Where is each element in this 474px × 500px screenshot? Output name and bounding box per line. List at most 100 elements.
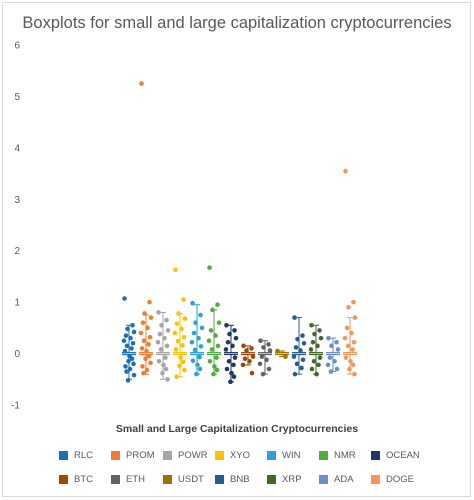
data-point (293, 345, 299, 350)
data-point (182, 316, 188, 321)
data-point (165, 328, 171, 333)
boxplot-win (189, 300, 205, 377)
data-point (130, 340, 136, 346)
chart-frame (2, 2, 471, 497)
data-point (177, 363, 182, 369)
data-point (225, 339, 231, 345)
boxplot-xrp (308, 322, 324, 377)
data-point (198, 312, 203, 318)
data-point (209, 347, 215, 352)
data-point (298, 348, 303, 353)
data-point (146, 353, 152, 359)
data-point (181, 297, 186, 302)
data-point (342, 335, 348, 341)
data-point (212, 364, 217, 369)
data-point (314, 371, 319, 377)
data-point (230, 343, 235, 349)
data-point (311, 358, 317, 364)
data-point (283, 354, 288, 359)
data-point (138, 330, 144, 336)
data-point (192, 347, 198, 353)
data-point (194, 371, 199, 377)
data-point (241, 343, 246, 349)
data-point (223, 347, 229, 352)
data-point (190, 300, 195, 306)
data-point (191, 330, 197, 336)
boxplot-eth (257, 338, 273, 377)
data-point (258, 338, 263, 344)
data-point (144, 367, 150, 373)
data-point (260, 371, 266, 377)
data-point (164, 317, 169, 323)
data-point (163, 366, 169, 372)
data-point (197, 366, 203, 372)
data-point (242, 356, 248, 362)
data-point (292, 315, 297, 320)
data-point (129, 356, 135, 362)
data-point (232, 328, 237, 333)
data-point (275, 348, 280, 354)
data-point (249, 370, 255, 376)
data-point (215, 343, 221, 349)
y-tick-label: 0 (14, 349, 20, 360)
data-point (261, 345, 266, 350)
data-point (215, 302, 220, 308)
y-tick-label: 1 (14, 298, 20, 309)
data-point (348, 358, 353, 364)
y-tick-label: -1 (11, 401, 20, 412)
data-point (350, 347, 355, 352)
data-point (131, 361, 136, 367)
data-point (231, 374, 237, 380)
data-point (345, 343, 351, 349)
data-point (180, 359, 186, 365)
data-point (124, 343, 130, 349)
y-tick-label: 3 (14, 195, 20, 206)
data-point (126, 358, 131, 364)
y-tick-label: 5 (14, 92, 20, 103)
data-point (352, 315, 358, 320)
data-point (327, 355, 333, 360)
data-point (292, 371, 298, 377)
boxplot-xyo (172, 267, 188, 380)
y-tick-label: 6 (14, 41, 20, 52)
data-point (144, 348, 149, 354)
data-point (257, 361, 263, 367)
data-point (139, 81, 144, 86)
chart-title: Boxplots for small and large capitalizat… (22, 14, 452, 32)
data-point (266, 342, 271, 347)
y-tick-label: 2 (14, 246, 20, 257)
data-point (208, 328, 214, 333)
data-point (160, 370, 165, 376)
data-point (233, 335, 239, 341)
y-tick-label: 4 (14, 143, 20, 154)
data-point (147, 299, 152, 305)
data-point (162, 335, 167, 341)
data-point (147, 334, 153, 340)
data-point (140, 364, 145, 369)
data-point (161, 362, 166, 368)
data-point (145, 325, 150, 331)
data-point (157, 331, 163, 337)
data-point (310, 339, 316, 345)
data-point (206, 338, 212, 344)
data-point (207, 265, 212, 270)
data-point (123, 333, 129, 338)
data-point (240, 362, 246, 368)
data-point (211, 371, 216, 377)
boxplot-prom (138, 81, 154, 376)
data-point (267, 348, 273, 353)
data-point (247, 358, 252, 364)
data-point (175, 338, 181, 344)
data-point (195, 362, 200, 368)
data-point (173, 267, 178, 273)
data-point (309, 322, 314, 328)
data-point (178, 355, 183, 360)
boxplot-powr (155, 310, 171, 382)
data-point (291, 354, 297, 359)
boxplot-doge (342, 168, 358, 377)
data-point (346, 304, 351, 310)
data-point (156, 310, 161, 315)
data-point (139, 346, 145, 351)
boxplot-ada (325, 335, 341, 374)
data-point (352, 371, 357, 377)
